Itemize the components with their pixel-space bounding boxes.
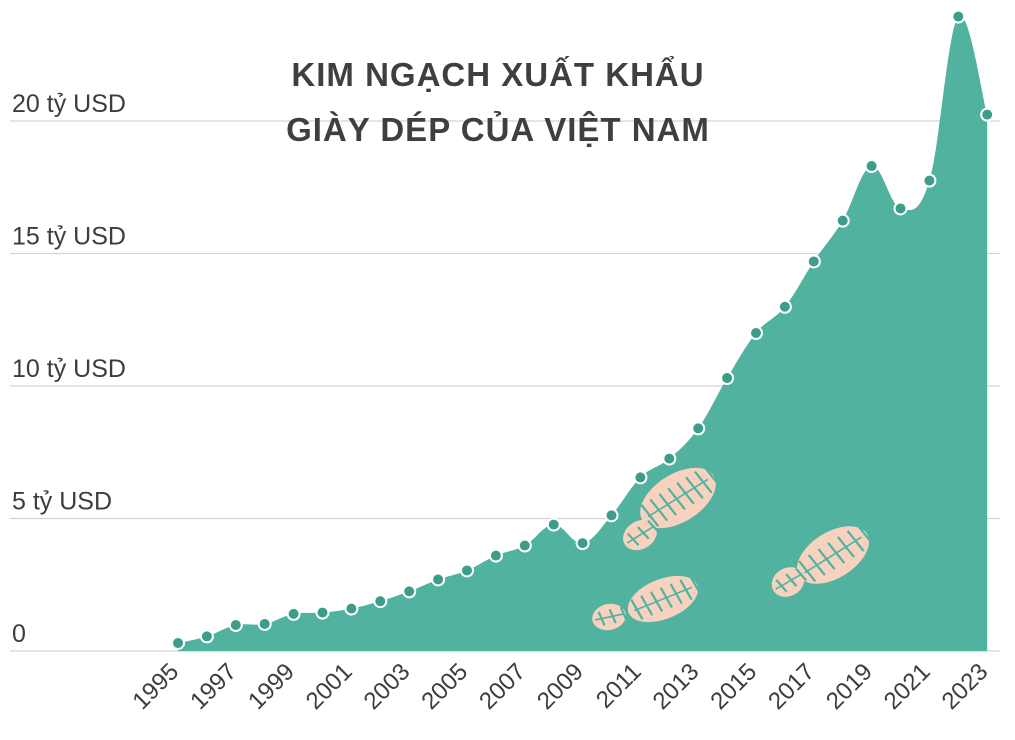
area-series — [178, 15, 988, 652]
footprint-icon-midline — [626, 526, 654, 544]
y-axis-labels: 0 5 tỷ USD 10 tỷ USD 15 tỷ USD 20 tỷ USD — [12, 90, 126, 648]
footprint-icon-tread — [647, 519, 660, 534]
data-point — [344, 601, 359, 616]
footprint-icon — [623, 519, 660, 551]
footprint-decorations — [592, 465, 875, 631]
data-point — [633, 470, 648, 485]
data-points — [171, 9, 995, 651]
x-tick-label: 1999 — [243, 658, 300, 715]
data-point — [777, 299, 792, 314]
data-point — [575, 536, 590, 551]
footprint-icon-tread — [702, 465, 722, 488]
x-tick-label: 2003 — [359, 658, 416, 715]
data-point — [460, 563, 474, 578]
x-tick-label: 2023 — [937, 658, 994, 715]
data-point — [402, 584, 417, 599]
y-tick-label: 20 tỷ USD — [12, 90, 126, 118]
x-tick-label: 2009 — [532, 658, 589, 715]
footprint-icon-midline — [647, 478, 709, 518]
data-point — [662, 451, 677, 466]
data-point — [922, 173, 937, 188]
footprint-icon-midline — [804, 536, 862, 574]
chart-title-line-1: KIM NGẠCH XUẤT KHẨU — [291, 56, 704, 93]
data-point — [720, 371, 735, 386]
x-tick-label: 1997 — [185, 658, 242, 715]
y-tick-label: 5 tỷ USD — [12, 488, 112, 516]
footprint-icon — [592, 603, 628, 631]
data-point — [604, 508, 619, 523]
footprint-icon-midline — [633, 586, 693, 612]
data-point — [749, 326, 763, 340]
y-tick-label: 10 tỷ USD — [12, 355, 126, 383]
footprint-icon-tread — [619, 606, 628, 622]
data-point — [835, 213, 850, 228]
data-point — [315, 605, 330, 620]
x-tick-label: 2017 — [763, 658, 820, 715]
area-fill — [178, 15, 988, 652]
y-tick-label: 15 tỷ USD — [12, 223, 126, 251]
data-point — [806, 254, 821, 269]
footprint-icon-midline — [775, 574, 801, 590]
data-point — [893, 201, 908, 216]
x-tick-label: 2001 — [301, 658, 358, 715]
footprint-icon — [640, 465, 722, 529]
data-point — [286, 606, 301, 621]
y-tick-label: 0 — [12, 620, 26, 648]
data-point — [257, 616, 272, 631]
x-tick-label: 2013 — [648, 658, 705, 715]
data-point — [864, 159, 879, 174]
data-point — [199, 629, 214, 644]
footprint-icon — [771, 567, 808, 597]
chart-title: KIM NGẠCH XUẤT KHẨU GIÀY DÉP CỦA VIỆT NA… — [286, 56, 710, 148]
data-point — [980, 107, 995, 122]
x-tick-label: 2021 — [879, 658, 936, 715]
footprint-icon-tread — [856, 524, 875, 546]
data-point — [171, 636, 185, 651]
footprint-icon — [627, 575, 703, 623]
x-tick-label: 2011 — [591, 658, 647, 714]
x-tick-label: 1995 — [127, 658, 184, 715]
data-point — [517, 538, 532, 553]
data-point — [228, 618, 243, 633]
x-tick-label: 2019 — [821, 658, 878, 715]
data-point — [431, 572, 446, 587]
data-point — [373, 594, 388, 609]
footprint-icon-midline — [594, 613, 624, 621]
footprint-icon-tread — [689, 575, 703, 597]
data-point — [546, 517, 561, 532]
data-point — [691, 421, 706, 436]
x-tick-label: 2007 — [474, 658, 531, 715]
footprint-icon-tread — [795, 567, 808, 582]
footprint-icon — [796, 524, 875, 584]
chart-title-line-2: GIÀY DÉP CỦA VIỆT NAM — [286, 111, 710, 148]
x-tick-label: 2015 — [705, 658, 762, 715]
data-point — [488, 548, 503, 563]
x-axis-labels: 1995 1997 1999 2001 2003 2005 2007 2009 2011 2013… — [127, 658, 993, 715]
data-point — [951, 9, 966, 24]
x-tick-label: 2005 — [416, 658, 473, 715]
